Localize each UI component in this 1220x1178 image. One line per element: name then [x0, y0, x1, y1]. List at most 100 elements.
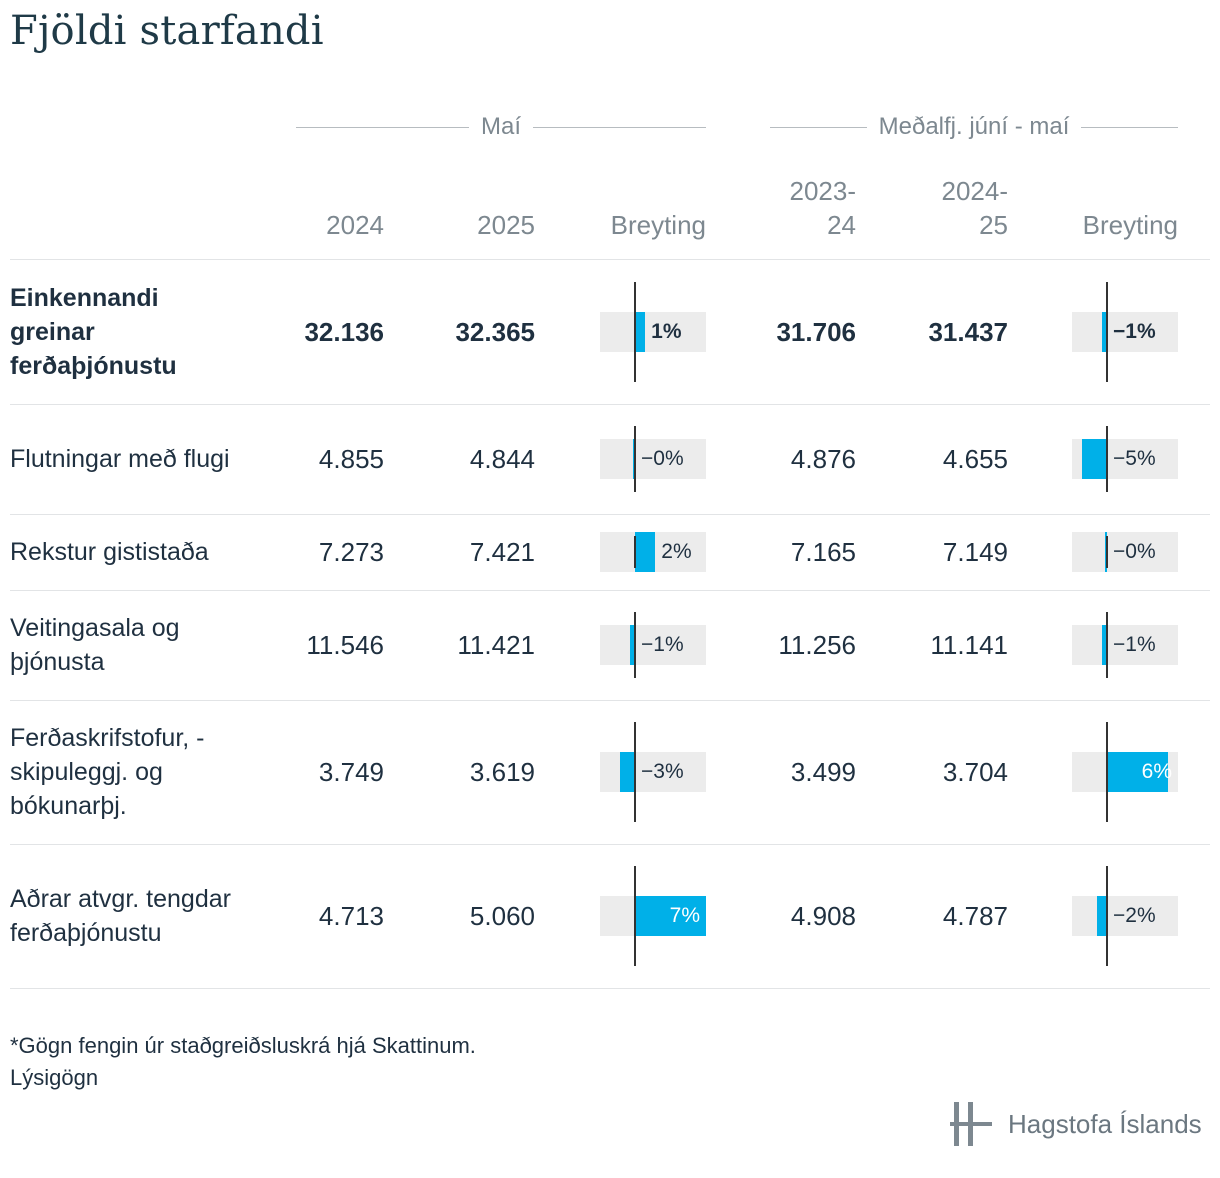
change-label: −2% [1113, 904, 1156, 927]
group-label: Meðalfj. júní - maí [878, 113, 1070, 140]
change-label: −0% [641, 447, 684, 470]
row-label: Aðrar atvgr. tengdar ferðaþjónustu [10, 885, 231, 947]
change-bar-fill [620, 752, 635, 792]
zero-axis [1106, 536, 1108, 568]
change-bar-fill [1102, 312, 1107, 352]
metadata-link[interactable]: Lýsigögn [10, 1065, 99, 1090]
cell-value: 3.704 [942, 756, 1008, 787]
cell-value: 4.844 [469, 443, 535, 474]
change-bar-fill [635, 312, 646, 352]
change-bar: −0% [1072, 532, 1178, 572]
footnote: *Gögn fengin úr staðgreiðsluskrá hjá Ska… [10, 1030, 476, 1094]
hagstofa-logo-icon [950, 1102, 992, 1146]
cell-value: 11.256 [778, 629, 856, 660]
change-bar-fill [1102, 625, 1107, 665]
group-line [296, 126, 469, 128]
cell-value: 3.619 [469, 756, 535, 787]
change-bar-fill [630, 625, 635, 665]
row-label: Einkennandi greinar ferðaþjónustu [10, 284, 177, 380]
change-bar-fill [1082, 439, 1107, 479]
row-label: Flutningar með flugi [10, 445, 230, 473]
change-label: −1% [641, 633, 684, 656]
cell-value: 4.855 [318, 443, 384, 474]
zero-axis [634, 866, 636, 966]
row-label: Veitingasala og þjónusta [10, 614, 180, 676]
col-header-may-2024: 2024 [326, 210, 384, 240]
col-header-avg-change: Breyting [1082, 210, 1178, 240]
col-header-may-change: Breyting [610, 210, 706, 240]
cell-value: 7.149 [942, 536, 1008, 567]
change-bar: 1% [600, 312, 706, 352]
change-bar: −3% [600, 752, 706, 792]
zero-axis [634, 426, 636, 492]
cell-value: 4.655 [942, 443, 1008, 474]
zero-axis [1106, 866, 1108, 966]
zero-axis [1106, 612, 1108, 678]
page-title: Fjöldi starfandi [10, 8, 324, 54]
cell-value: 4.876 [790, 443, 856, 474]
change-label: −0% [1113, 540, 1156, 563]
group-line [1081, 126, 1179, 128]
zero-axis [634, 612, 636, 678]
change-bar: −1% [1072, 625, 1178, 665]
change-label: 1% [651, 320, 682, 343]
change-bar: 2% [600, 532, 706, 572]
logo: Hagstofa Íslands [950, 1100, 1202, 1148]
table-divider [10, 514, 1210, 515]
footnote-text: *Gögn fengin úr staðgreiðsluskrá hjá Ska… [10, 1033, 476, 1058]
group-header-avg: Meðalfj. júní - maí [770, 110, 1179, 144]
zero-axis [634, 282, 636, 382]
col-header-may-2025: 2025 [477, 210, 535, 240]
table-divider [10, 988, 1210, 989]
table-divider [10, 590, 1210, 591]
cell-value: 11.546 [306, 629, 384, 660]
cell-value: 32.136 [304, 316, 384, 347]
table-divider [10, 700, 1210, 701]
cell-value: 4.787 [942, 900, 1008, 931]
zero-axis [1106, 426, 1108, 492]
change-bar: −5% [1072, 439, 1178, 479]
zero-axis [634, 536, 636, 568]
change-label: −1% [1113, 320, 1156, 343]
cell-value: 3.499 [790, 756, 856, 787]
col-header-avg-2023-24: 2023- 24 [789, 176, 857, 240]
cell-value: 3.749 [318, 756, 384, 787]
change-label: −1% [1113, 633, 1156, 656]
change-bar: −0% [600, 439, 706, 479]
cell-value: 31.437 [928, 316, 1008, 347]
change-bar: −1% [600, 625, 706, 665]
change-label: −3% [641, 760, 684, 783]
zero-axis [1106, 722, 1108, 822]
group-label: Maí [481, 113, 522, 140]
group-line [533, 126, 707, 128]
change-label: 6% [1141, 760, 1172, 783]
group-line [770, 126, 867, 128]
logo-text: Hagstofa Íslands [1008, 1108, 1202, 1139]
table-divider [10, 404, 1210, 405]
col-header-avg-2024-25: 2024- 25 [941, 176, 1009, 240]
change-bar: −1% [1072, 312, 1178, 352]
cell-value: 4.908 [790, 900, 856, 931]
cell-value: 5.060 [469, 900, 535, 931]
change-bar: −2% [1072, 896, 1178, 936]
change-bar-fill [635, 532, 656, 572]
group-header-may: Maí [296, 110, 707, 144]
change-bar-fill [1107, 752, 1168, 792]
change-bar: 6% [1072, 752, 1178, 792]
cell-value: 7.165 [790, 536, 856, 567]
row-label: Rekstur gististaða [10, 538, 209, 566]
cell-value: 4.713 [318, 900, 384, 931]
cell-value: 7.421 [469, 536, 535, 567]
cell-value: 11.421 [457, 629, 535, 660]
cell-value: 11.141 [930, 629, 1008, 660]
change-label: 7% [669, 904, 700, 927]
cell-value: 7.273 [318, 536, 384, 567]
change-bar-fill [635, 896, 706, 936]
change-label: 2% [661, 540, 692, 563]
row-label: Ferðaskrifstofur, -skipuleggj. og bókuna… [10, 724, 205, 820]
cell-value: 31.706 [776, 316, 856, 347]
zero-axis [634, 722, 636, 822]
change-label: −5% [1113, 447, 1156, 470]
zero-axis [1106, 282, 1108, 382]
change-bar: 7% [600, 896, 706, 936]
